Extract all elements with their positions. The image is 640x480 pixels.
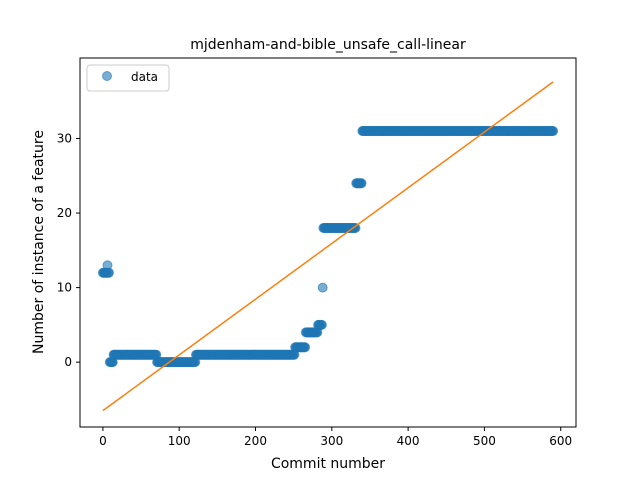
x-axis: 0 100 200 300 400 500 600 <box>99 427 572 448</box>
x-tick-label: 600 <box>549 434 572 448</box>
data-point <box>300 342 311 353</box>
y-axis-label: Number of instance of a feature <box>31 130 47 354</box>
y-tick-label: 30 <box>57 132 72 146</box>
fit-line <box>102 81 554 412</box>
x-tick-label: 200 <box>244 434 267 448</box>
plot-frame <box>79 57 577 428</box>
x-tick-label: 500 <box>473 434 496 448</box>
x-tick-label: 0 <box>99 434 107 448</box>
data-point <box>350 222 361 233</box>
y-tick-label: 10 <box>57 281 72 295</box>
x-tick-label: 100 <box>168 434 191 448</box>
data-point <box>104 267 114 278</box>
y-tick-label: 20 <box>57 206 72 220</box>
legend-marker-data <box>102 71 112 81</box>
x-tick-label: 300 <box>320 434 343 448</box>
legend-label-data: data <box>131 70 158 84</box>
plot-area <box>97 81 559 412</box>
y-axis: 0 10 20 30 <box>57 132 80 369</box>
x-axis-label: Commit number <box>271 456 385 472</box>
data-point <box>317 282 328 293</box>
y-tick-label: 0 <box>64 355 72 369</box>
data-point <box>356 178 367 189</box>
x-tick-label: 400 <box>397 434 420 448</box>
data-point <box>316 319 327 330</box>
data-point <box>548 126 559 137</box>
legend: data <box>86 64 170 92</box>
chart-title: mjdenham-and-bible_unsafe_call-linear <box>190 37 466 53</box>
